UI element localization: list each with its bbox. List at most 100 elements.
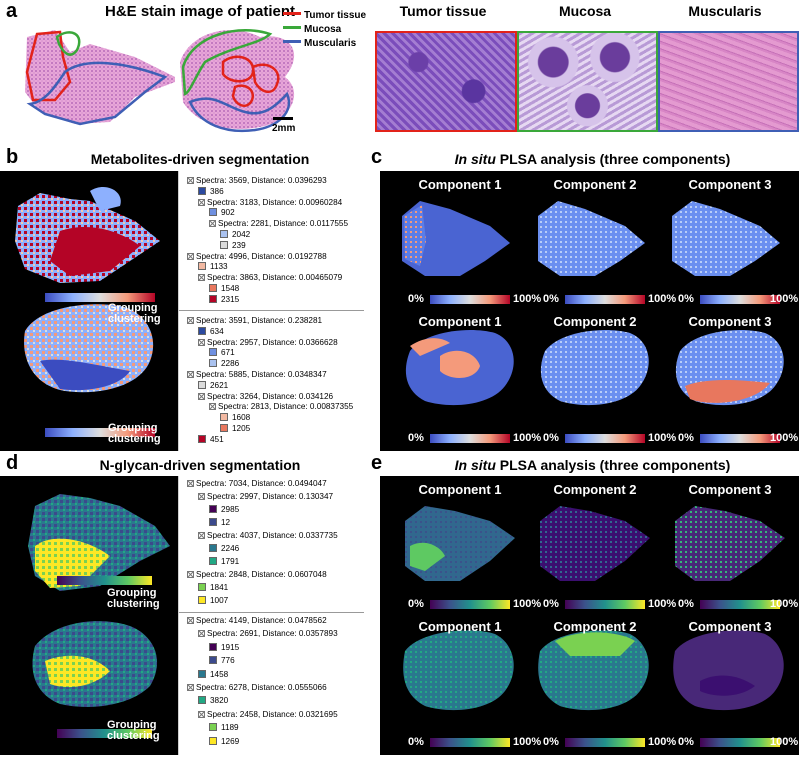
tree-node[interactable]: Spectra: 7034, Distance: 0.0494047 [187,479,327,489]
collapse-toggle-icon[interactable] [198,274,205,282]
collapse-toggle-icon[interactable] [187,371,194,378]
tree-leaf[interactable]: 1791 [209,557,239,567]
tree-leaf[interactable]: 2985 [209,505,239,515]
tree-leaf[interactable]: 1133 [198,262,228,272]
collapse-toggle-icon[interactable] [209,220,216,228]
colorbar-e1 [430,600,510,609]
tree-row-label: 1458 [210,669,229,679]
tree-node[interactable]: Spectra: 3264, Distance: 0.034126 [198,392,333,402]
tree-leaf[interactable]: 1269 [209,736,239,747]
tree-leaf[interactable]: 2286 [209,359,239,369]
cluster-color-swatch [209,359,217,368]
tree-leaf[interactable]: 2246 [209,544,239,554]
colorbar-c1 [430,295,510,304]
tree-node[interactable]: Spectra: 3863, Distance: 0.00465079 [198,273,342,283]
tree-node[interactable]: Spectra: 4037, Distance: 0.0337735 [198,531,338,541]
tree-leaf[interactable]: 239 [220,240,246,251]
collapse-toggle-icon[interactable] [187,684,194,691]
tree-row-label: 1548 [221,284,240,293]
tree-row-label: 1608 [232,413,251,423]
tree-leaf[interactable]: 1608 [220,413,250,423]
collapse-toggle-icon[interactable] [209,403,216,411]
tree-node[interactable]: Spectra: 2813, Distance: 0.00837355 [209,402,353,412]
collapse-toggle-icon[interactable] [198,392,205,400]
cluster-color-swatch [209,544,217,552]
cluster-color-swatch [209,294,217,303]
collapse-toggle-icon[interactable] [198,198,205,206]
micrograph-mucosa [517,31,658,132]
tree-row-label: Spectra: 2458, Distance: 0.0321695 [207,709,338,719]
tree-leaf[interactable]: 1841 [198,583,228,593]
cbar-min-c1: 0% [408,293,424,305]
tree-leaf[interactable]: 2042 [220,230,250,240]
tree-leaf[interactable]: 2315 [209,294,239,305]
cluster-color-swatch [198,596,206,604]
tree-leaf[interactable]: 12 [209,518,230,528]
tree-node[interactable]: Spectra: 2458, Distance: 0.0321695 [198,710,338,720]
tree-row-label: Spectra: 3183, Distance: 0.00960284 [207,197,343,207]
tree-leaf[interactable]: 2621 [198,380,228,391]
tree-leaf[interactable]: 3820 [198,696,228,706]
tree-leaf[interactable]: 1915 [209,642,240,653]
tree-node[interactable]: Spectra: 2957, Distance: 0.0366628 [198,338,338,348]
cbar-max-e4: 100% [513,736,542,748]
tree-node[interactable]: Spectra: 2281, Distance: 0.0117555 [209,219,348,229]
cbar-max-c6: 100% [770,432,799,444]
tree-leaf[interactable]: 1548 [209,284,239,294]
cluster-color-swatch [198,262,206,271]
component-label-c4: Component 1 [418,314,502,329]
collapse-toggle-icon[interactable] [198,532,205,539]
tree-node[interactable]: Spectra: 6278, Distance: 0.0555066 [187,683,327,693]
colorbar-b1 [45,293,155,302]
tree-row-label: Spectra: 5885, Distance: 0.0348347 [196,370,327,379]
micro-label-muscularis: Muscularis [688,3,762,19]
tree-node[interactable]: Spectra: 3569, Distance: 0.0396293 [187,176,327,186]
tree-node[interactable]: Spectra: 2997, Distance: 0.130347 [198,492,333,502]
tree-leaf[interactable]: 1458 [198,669,229,680]
collapse-toggle-icon[interactable] [187,617,194,624]
collapse-toggle-icon[interactable] [187,252,194,260]
nglycan-tree-1: Spectra: 7034, Distance: 0.0494047 Spectr… [179,476,364,612]
tree-row-label: Spectra: 3863, Distance: 0.00465079 [207,273,343,283]
collapse-toggle-icon[interactable] [198,630,205,638]
tree-leaf[interactable]: 451 [198,434,224,445]
tree-leaf[interactable]: 902 [209,208,235,218]
tree-node[interactable]: Spectra: 4149, Distance: 0.0478562 [187,616,327,626]
tree-node[interactable]: Spectra: 4996, Distance: 0.0192788 [187,252,327,262]
cluster-color-swatch [209,642,217,651]
legend-item-tumor: Tumor tissue [283,10,366,21]
collapse-toggle-icon[interactable] [187,571,194,578]
tree-row-label: 1915 [221,642,240,652]
tree-node[interactable]: Spectra: 2848, Distance: 0.0607048 [187,570,327,580]
cluster-color-swatch [209,505,217,513]
collapse-toggle-icon[interactable] [198,710,205,718]
nglycan-cluster-tree: Spectra: 7034, Distance: 0.0494047 Spectr… [178,476,364,755]
tree-node[interactable]: Spectra: 5885, Distance: 0.0348347 [187,370,327,380]
tree-leaf[interactable]: 1189 [209,723,239,733]
collapse-toggle-icon[interactable] [198,338,205,346]
colorbar-b2 [45,428,155,437]
tree-row-label: 2246 [221,544,240,553]
tree-row-label: 2985 [221,505,240,514]
cluster-color-swatch [220,240,228,249]
colorbar-c4 [430,434,510,443]
collapse-toggle-icon[interactable] [187,317,194,324]
metabolite-tree-1: Spectra: 3569, Distance: 0.0396293 386 Spe… [179,171,364,311]
tree-leaf[interactable]: 386 [198,186,224,197]
tree-node[interactable]: Spectra: 3591, Distance: 0.238281 [187,316,322,326]
tree-leaf[interactable]: 1007 [198,596,228,606]
tree-leaf[interactable]: 776 [209,656,235,666]
grouping-label-b2: Grouping clustering [108,422,161,445]
tree-node[interactable]: Spectra: 3183, Distance: 0.00960284 [198,198,342,208]
tree-node[interactable]: Spectra: 2691, Distance: 0.0357893 [198,629,338,639]
collapse-toggle-icon[interactable] [187,177,194,184]
collapse-toggle-icon[interactable] [187,480,194,487]
cbar-max-c4: 100% [513,432,542,444]
tree-leaf[interactable]: 671 [209,348,235,358]
collapse-toggle-icon[interactable] [198,493,205,500]
tree-leaf[interactable]: 1205 [220,424,250,434]
tree-row-label: Spectra: 3264, Distance: 0.034126 [207,391,334,401]
tree-leaf[interactable]: 634 [198,326,224,337]
metabolite-tree-2: Spectra: 3591, Distance: 0.238281 634 Spec… [179,312,364,451]
cluster-color-swatch [209,557,217,565]
